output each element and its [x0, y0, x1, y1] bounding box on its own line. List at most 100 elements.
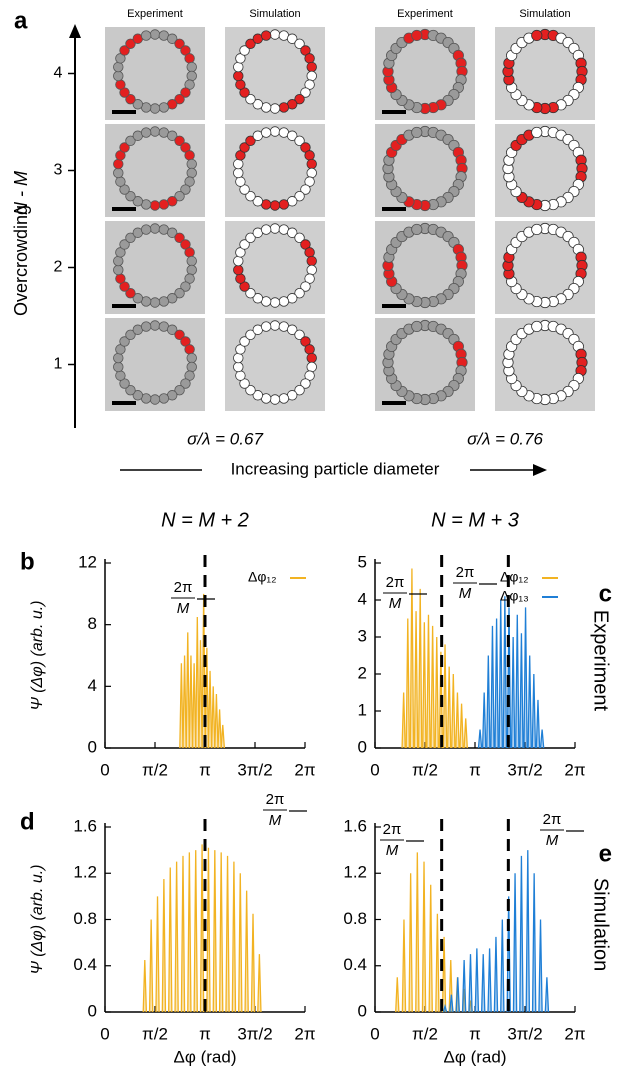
spike [455, 692, 460, 749]
y-tick-label: 1.6 [343, 816, 367, 835]
particle [306, 352, 317, 364]
particle [140, 30, 152, 41]
spike [207, 670, 213, 749]
particle [245, 135, 256, 147]
particle [132, 390, 144, 401]
panel-label: e [599, 840, 612, 867]
particle [115, 273, 126, 284]
particle [269, 320, 281, 331]
spike [455, 977, 461, 1013]
arrow-head [533, 464, 547, 476]
particle [180, 184, 191, 195]
particle [300, 281, 311, 292]
x-tick-label: π [469, 760, 481, 779]
particle [233, 264, 244, 276]
particle [260, 30, 272, 41]
particle [304, 150, 315, 161]
x-tick-label: 0 [370, 760, 379, 779]
annotation-numerator: 2π [543, 811, 562, 828]
particle [245, 232, 256, 244]
particle [184, 247, 195, 258]
particle [269, 103, 281, 114]
particle [180, 378, 191, 389]
spike [434, 636, 439, 749]
annotation-numerator: 2π [383, 821, 402, 838]
spike [193, 850, 198, 1013]
particle [294, 384, 305, 396]
x-axis-label: Δφ (rad) [174, 1047, 237, 1066]
y-tick-label: 1 [358, 700, 367, 719]
column-header: Simulation [249, 8, 300, 20]
particle [411, 29, 423, 42]
spike [535, 699, 541, 749]
legend-label: Δφ₁₂ [500, 569, 529, 585]
particle [233, 167, 244, 179]
particle [149, 103, 161, 114]
particle [115, 176, 126, 187]
particle [119, 336, 130, 347]
x-axis-label: Δφ (rad) [444, 1047, 507, 1066]
scale-bar [112, 401, 136, 405]
particle [113, 61, 124, 73]
spike [142, 959, 148, 1013]
x-tick-label: 0 [100, 760, 109, 779]
spike [231, 861, 237, 1013]
column-header: Experiment [397, 8, 453, 20]
particle [278, 102, 290, 113]
particle [166, 33, 178, 44]
particle [235, 370, 246, 381]
legend-label: Δφ₁₃ [500, 588, 529, 604]
particle [113, 167, 124, 179]
particle [235, 176, 246, 187]
spike [461, 959, 467, 1013]
side-label: Simulation [590, 878, 612, 971]
particle [233, 352, 244, 364]
particle [531, 320, 543, 333]
particle [252, 196, 264, 207]
spike [155, 896, 160, 1013]
particle [149, 320, 161, 331]
y-tick-label: 1.2 [73, 863, 97, 882]
scale-bar [382, 401, 406, 405]
spike [493, 936, 499, 1013]
particle [531, 223, 543, 236]
spike [161, 879, 167, 1013]
spike [527, 655, 532, 749]
particle [411, 126, 423, 139]
particle [245, 287, 256, 299]
panel-label: a [14, 7, 28, 34]
particle [294, 329, 305, 341]
particle [306, 361, 317, 373]
particle [245, 329, 256, 341]
spike [188, 655, 194, 749]
particle [252, 293, 264, 304]
particle [306, 61, 317, 73]
spike [417, 588, 423, 749]
particle [260, 127, 272, 138]
particle [174, 135, 185, 147]
particle [269, 223, 281, 234]
scale-bar [112, 304, 136, 308]
particle [286, 33, 298, 44]
spike [446, 666, 452, 749]
spike [195, 616, 200, 749]
spike [257, 954, 262, 1013]
particle [239, 239, 250, 250]
x-tick-label: π/2 [412, 760, 438, 779]
particle [125, 287, 136, 299]
annotation-denominator: M [269, 812, 282, 829]
particle [140, 321, 152, 332]
scale-bar [382, 207, 406, 211]
x-tick-label: 3π/2 [237, 760, 272, 779]
particle [132, 99, 144, 110]
particle [306, 70, 317, 82]
particle [531, 126, 543, 139]
particle [304, 53, 315, 64]
panel-label: c [599, 580, 612, 607]
scale-bar [382, 110, 406, 114]
chart-title: N = M + 3 [431, 509, 519, 531]
particle [140, 127, 152, 138]
x-tick-label: π [199, 1024, 211, 1043]
particle [245, 190, 256, 202]
